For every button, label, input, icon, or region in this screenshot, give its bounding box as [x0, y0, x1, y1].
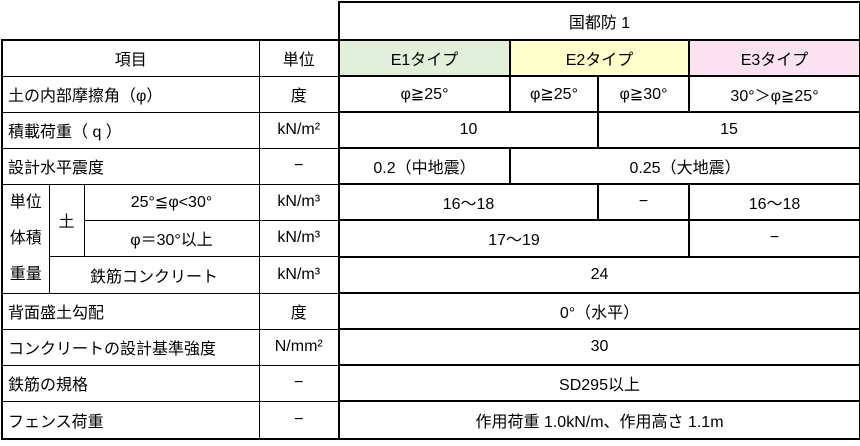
table-row: 鉄筋コンクリート kN/m³ 24: [2, 255, 860, 295]
unit-weight-cond2-unit: kN/m³: [258, 219, 340, 258]
table-row: コンクリートの設計基準強度 N/mm² 30: [1, 328, 860, 366]
slope-unit: 度: [258, 292, 340, 330]
soil-label: 土: [48, 183, 85, 258]
header-unit: 単位: [258, 39, 340, 77]
header-type-e1: E1タイプ: [338, 39, 511, 77]
table-row: 項目 単位 E1タイプ E2タイプ E3タイプ: [1, 39, 860, 77]
unit-weight-rc-unit: kN/m³: [258, 256, 340, 294]
unit-weight-group-label: 単位体積重量: [1, 183, 50, 294]
slope-value: 0°（水平）: [337, 292, 860, 330]
surcharge-left-value: 10: [338, 111, 599, 149]
unit-weight-rc-value: 24: [337, 255, 860, 295]
concrete-value: 30: [337, 328, 860, 366]
unit-weight-cond1-e3-value: 16〜18: [687, 182, 860, 222]
unit-weight-rc-label: 鉄筋コンクリート: [48, 256, 260, 294]
seismic-e1-value: 0.2（中地震）: [338, 147, 511, 185]
fence-label: フェンス荷重: [1, 400, 260, 440]
unit-weight-cond1-left-value: 16〜18: [338, 182, 599, 222]
concrete-unit: N/mm²: [258, 328, 340, 366]
concrete-label: コンクリートの設計基準強度: [1, 328, 260, 366]
unit-weight-cond2-left-value: 17〜19: [338, 219, 690, 258]
table-title: 国都防 1: [337, 1, 860, 41]
unit-weight-cond1-unit: kN/m³: [258, 183, 340, 221]
friction-label: 土の内部摩擦角（φ）: [1, 75, 260, 113]
seismic-unit: −: [258, 147, 340, 185]
table-row: 背面盛土勾配 度 0°（水平）: [1, 292, 860, 330]
friction-e2b: φ≧30°: [597, 75, 690, 113]
table-row: 鉄筋の規格 − SD295以上: [1, 364, 860, 402]
surcharge-right-value: 15: [596, 111, 860, 149]
unit-weight-cond1-label: 25°≦φ<30°: [83, 183, 260, 221]
header-type-e3: E3タイプ: [687, 39, 860, 77]
header-type-e2: E2タイプ: [509, 39, 690, 77]
friction-e1: φ≧25°: [338, 75, 511, 113]
header-item: 項目: [1, 39, 260, 77]
blank-corner: [2, 2, 339, 40]
slope-label: 背面盛土勾配: [1, 292, 260, 330]
friction-e3: 30°＞φ≧25°: [687, 75, 860, 113]
fence-value: 作用荷重 1.0kN/m、作用高さ 1.1m: [337, 400, 860, 440]
seismic-label: 設計水平震度: [1, 147, 260, 185]
table-row: フェンス荷重 − 作用荷重 1.0kN/m、作用高さ 1.1m: [1, 400, 860, 440]
rebar-value: SD295以上: [337, 364, 860, 402]
fence-unit: −: [258, 400, 340, 440]
unit-weight-cond2-e3-value: −: [687, 219, 860, 258]
table-row: 積載荷重（ q ） kN/m² 10 15: [1, 111, 860, 149]
table-row: 国都防 1: [2, 1, 860, 41]
seismic-rest-value: 0.25（大地震）: [508, 147, 860, 185]
table-row: φ＝30°以上 kN/m³ 17〜19 −: [2, 219, 860, 258]
table-row: 設計水平震度 − 0.2（中地震） 0.25（大地震）: [1, 147, 860, 185]
rebar-label: 鉄筋の規格: [1, 364, 260, 402]
friction-unit: 度: [258, 75, 340, 113]
table-row: 単位体積重量 土 25°≦φ<30° kN/m³ 16〜18 − 16〜18: [1, 182, 860, 294]
surcharge-unit: kN/m²: [258, 111, 340, 149]
unit-weight-cond2-label: φ＝30°以上: [83, 219, 260, 258]
table-row: 土の内部摩擦角（φ） 度 φ≧25° φ≧25° φ≧30° 30°＞φ≧25°: [1, 75, 860, 113]
rebar-unit: −: [258, 364, 340, 402]
friction-e2a: φ≧25°: [509, 75, 599, 113]
unit-weight-cond1-mid-value: −: [597, 182, 690, 222]
surcharge-label: 積載荷重（ q ）: [1, 111, 260, 149]
